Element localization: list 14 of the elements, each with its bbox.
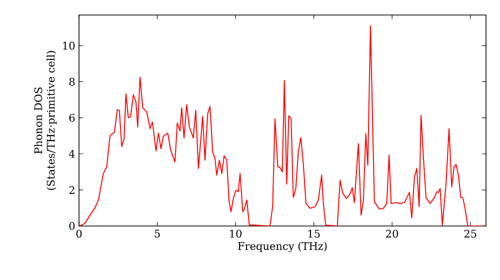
- y-tick-label: 0: [69, 222, 75, 230]
- x-tick-label: 5: [154, 230, 160, 238]
- y-tick-label: 4: [68, 150, 75, 158]
- y-axis-title: Phonon DOS (States/THz·primitive cell): [34, 51, 57, 190]
- x-tick-label: 15: [308, 230, 320, 238]
- x-tick-label: 20: [386, 230, 398, 238]
- y-tick-label: 8: [69, 78, 75, 86]
- x-tick-label: 0: [76, 230, 82, 238]
- y-tick-label: 10: [63, 42, 75, 50]
- y-tick-label: 2: [69, 186, 74, 194]
- x-axis-title: Frequency (THz): [238, 242, 327, 252]
- x-tick-label: 25: [464, 230, 476, 238]
- y-tick-label: 6: [69, 114, 75, 122]
- x-tick-label: 10: [230, 230, 242, 238]
